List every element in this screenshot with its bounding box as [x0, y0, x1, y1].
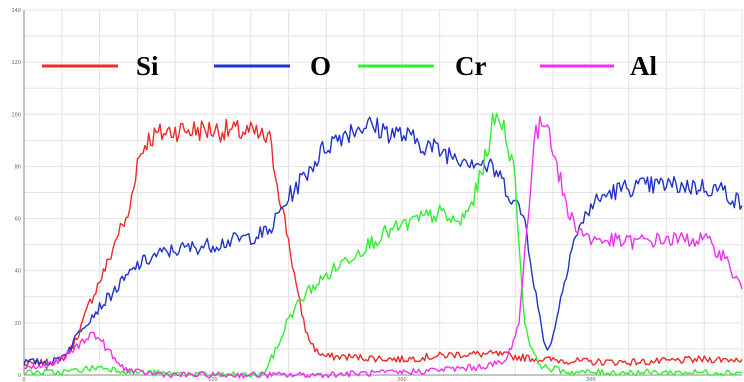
y-tick-label: 120 [11, 60, 21, 66]
series-lines [23, 112, 743, 379]
tick-labels: 0 20 40 60 80 100 120 140 0 100 200 300 [11, 8, 595, 382]
axes [23, 10, 742, 376]
y-tick-label: 40 [15, 269, 21, 275]
series-line-o [23, 116, 743, 366]
legend-label-si: Si [136, 51, 159, 81]
legend-label-o: O [310, 51, 331, 81]
y-tick-label: 80 [15, 164, 21, 170]
y-tick-label: 0 [18, 373, 21, 379]
y-tick-label: 100 [11, 112, 21, 118]
series-line-si [23, 118, 743, 367]
legend-label-al: Al [630, 51, 657, 81]
legend: Si O Cr Al [42, 51, 657, 81]
legend-label-cr: Cr [455, 51, 486, 81]
x-tick-label: 0 [22, 377, 25, 382]
x-tick-label: 100 [208, 377, 218, 382]
x-tick-label: 200 [397, 377, 407, 382]
series-line-al [23, 115, 743, 379]
y-tick-label: 60 [15, 217, 21, 223]
y-tick-label: 140 [11, 8, 21, 14]
y-tick-label: 20 [15, 321, 21, 327]
x-tick-label: 300 [586, 377, 596, 382]
